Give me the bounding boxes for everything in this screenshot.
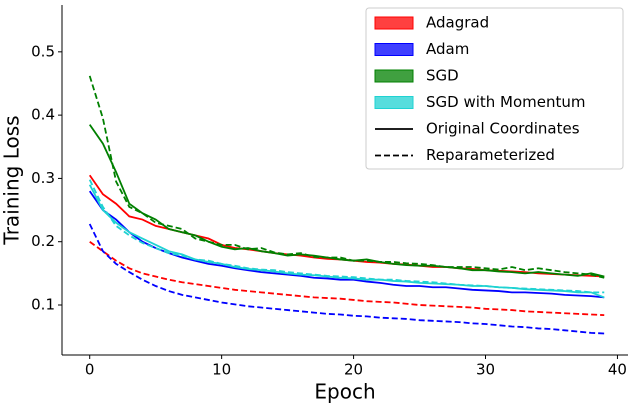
y-tick-label: 0.2 — [31, 232, 55, 250]
x-tick-label: 10 — [212, 361, 231, 379]
y-axis-label: Training Loss — [0, 115, 24, 245]
x-tick-label: 40 — [608, 361, 627, 379]
y-tick-label: 0.5 — [31, 42, 55, 60]
x-tick-label: 30 — [476, 361, 495, 379]
line-series — [88, 124, 605, 278]
line-series — [88, 179, 605, 294]
line-series — [89, 240, 605, 317]
line-series — [88, 223, 605, 335]
line-series — [88, 190, 605, 299]
legend-label: Adam — [426, 40, 469, 58]
legend-swatch — [374, 43, 414, 56]
y-tick-label: 0.1 — [31, 296, 55, 314]
legend-swatch — [374, 69, 414, 83]
x-tick-label: 20 — [344, 361, 363, 379]
legend-label: SGD with Momentum — [426, 93, 586, 111]
legend: Adagrad Adam SGD SGD with Momentum Original … — [365, 7, 624, 170]
legend-label: SGD — [426, 67, 459, 85]
x-axis-label: Epoch — [314, 380, 375, 404]
x-tick-label: 0 — [85, 361, 95, 379]
line-series — [88, 184, 605, 299]
legend-label: Original Coordinates — [426, 120, 580, 138]
legend-box — [365, 7, 624, 170]
legend-swatch — [374, 16, 414, 30]
y-tick-label: 0.4 — [31, 106, 55, 124]
legend-label: Reparameterized — [426, 146, 555, 164]
y-tick-label: 0.3 — [31, 169, 55, 187]
legend-label: Adagrad — [426, 14, 489, 32]
legend-swatch — [374, 96, 414, 109]
